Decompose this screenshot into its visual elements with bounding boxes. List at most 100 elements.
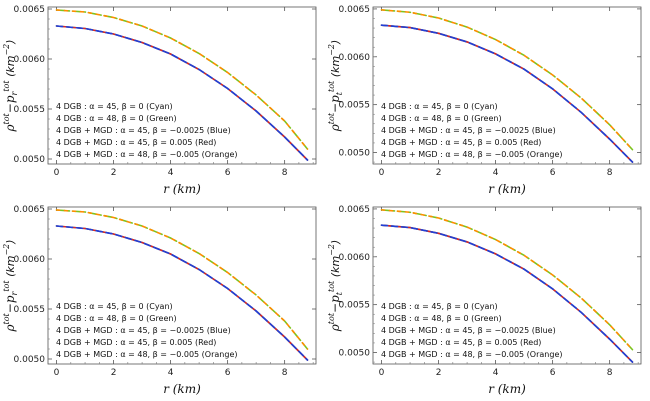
legend-entry: 4 DGB + MGD : α = 48, β = −0.005 (Orange… (56, 150, 237, 159)
y-title-part-minus: − (328, 303, 342, 313)
x-axis-title: r (km) (163, 382, 201, 396)
series-line-blue (380, 24, 634, 163)
y-title-part-p: p (328, 95, 342, 103)
y-title-part-unit-exp: −2 (327, 244, 336, 256)
series-line-orange (380, 9, 634, 151)
legend-entry: 4 DGB + MGD : α = 45, β = 0.005 (Red) (56, 138, 216, 147)
y-title-part-unit-close: ) (4, 39, 17, 44)
legend-entry: 4 DGB + MGD : α = 48, β = −0.005 (Orange… (381, 150, 562, 159)
legend-entry: 4 DGB + MGD : α = 45, β = 0.005 (Red) (381, 138, 541, 147)
y-title-part-base-sup: tot (327, 112, 336, 124)
x-tick-label: 6 (550, 168, 556, 178)
series-line-blue (380, 224, 634, 363)
legend-entry: 4 DGB : α = 45, β = 0 (Cyan) (381, 302, 498, 311)
x-axis-title: r (km) (488, 182, 526, 196)
plot-frame (47, 6, 317, 165)
x-tick-label: 8 (607, 168, 613, 178)
y-title-part-p-sup: tot (2, 280, 11, 292)
x-tick-label: 8 (607, 368, 613, 378)
y-title-part-unit-close: ) (4, 239, 17, 244)
x-tick-label: 2 (111, 168, 117, 178)
y-title-part-p-sub: t (335, 291, 344, 295)
x-tick-label: 0 (54, 168, 60, 178)
legend-entry: 4 DGB : α = 48, β = 0 (Green) (381, 314, 502, 323)
y-title-part-base: ρ (3, 324, 17, 332)
y-title-part-unit-close: ) (329, 240, 342, 245)
legend-entry: 4 DGB + MGD : α = 48, β = −0.005 (Orange… (381, 350, 562, 359)
y-tick-label: 0.0055 (339, 101, 371, 111)
y-title-part-unit-exp: −2 (2, 244, 11, 256)
x-tick-label: 4 (168, 368, 174, 378)
y-tick-label: 0.0055 (14, 305, 46, 315)
y-title-part-base: ρ (328, 324, 342, 332)
series-line-blue (55, 25, 309, 161)
y-title-part-unit-close: ) (329, 40, 342, 45)
legend-entry: 4 DGB : α = 45, β = 0 (Cyan) (56, 102, 173, 111)
y-tick-label: 0.0065 (339, 205, 371, 215)
y-tick-label: 0.0055 (14, 105, 46, 115)
legend-entry: 4 DGB : α = 48, β = 0 (Green) (56, 314, 177, 323)
y-axis-title: ρtot−pttot (km−2) (327, 240, 344, 333)
y-title-part-unit-exp: −2 (327, 44, 336, 56)
legend-entry: 4 DGB + MGD : α = 45, β = −0.0025 (Blue) (56, 326, 231, 335)
legend-entry: 4 DGB + MGD : α = 45, β = 0.005 (Red) (56, 338, 216, 347)
y-tick-label: 0.0065 (14, 5, 46, 15)
series-line-blue (55, 225, 309, 361)
legend-entry: 4 DGB + MGD : α = 45, β = −0.0025 (Blue) (381, 126, 556, 135)
y-title-part-p: p (3, 95, 17, 103)
plot-frame (47, 206, 317, 365)
chart-panel-top-right: 0 2 4 6 8 0.0050 0.0055 0.0060 0.0065 4 DGB : α =… (327, 5, 642, 196)
x-tick-label: 0 (54, 368, 60, 378)
x-tick-label: 2 (111, 368, 117, 378)
y-title-part-minus: − (3, 303, 17, 313)
x-axis-title: r (km) (163, 182, 201, 196)
x-tick-label: 0 (379, 368, 385, 378)
y-title-part-minus: − (3, 103, 17, 113)
x-tick-label: 6 (225, 168, 231, 178)
y-title-part-minus: − (328, 103, 342, 113)
y-title-part-unit: (km (4, 56, 17, 81)
x-tick-label: 6 (225, 368, 231, 378)
legend-entry: 4 DGB : α = 45, β = 0 (Cyan) (56, 302, 173, 311)
y-title-part-base: ρ (328, 124, 342, 132)
y-tick-label: 0.0050 (14, 355, 46, 365)
y-axis-title: ρtot−prtot (km−2) (2, 39, 19, 132)
y-title-part-base: ρ (3, 124, 17, 132)
y-tick-label: 0.0060 (14, 55, 46, 65)
x-tick-label: 8 (282, 368, 288, 378)
y-title-part-unit-exp: −2 (2, 44, 11, 56)
legend-entry: 4 DGB + MGD : α = 48, β = −0.005 (Orange… (56, 350, 237, 359)
chart-panel-bottom-left: 0 2 4 6 8 0.0050 0.0055 0.0060 0.0065 4 DGB : α =… (2, 205, 317, 396)
y-tick-label: 0.0060 (14, 255, 46, 265)
legend-entry: 4 DGB + MGD : α = 45, β = 0.005 (Red) (381, 338, 541, 347)
y-title-part-base-sup: tot (2, 112, 11, 124)
y-title-part-p-sub: r (10, 290, 19, 295)
y-title-part-unit: (km (329, 56, 342, 81)
y-title-part-p: p (328, 295, 342, 303)
series-line-orange (380, 209, 634, 351)
x-tick-label: 2 (436, 168, 442, 178)
legend-entry: 4 DGB + MGD : α = 45, β = −0.0025 (Blue) (56, 126, 231, 135)
x-tick-label: 2 (436, 368, 442, 378)
series-line-orange (55, 209, 309, 350)
y-axis-title: ρtot−prtot (km−2) (2, 239, 19, 332)
y-title-part-p-sup: tot (2, 80, 11, 92)
legend-entry: 4 DGB : α = 45, β = 0 (Cyan) (381, 102, 498, 111)
y-tick-label: 0.0060 (339, 253, 371, 263)
y-title-part-base-sup: tot (2, 312, 11, 324)
y-title-part-p: p (3, 295, 17, 303)
x-tick-label: 4 (493, 368, 499, 378)
y-tick-label: 0.0065 (339, 5, 371, 15)
chart-panel-top-left: 0 2 4 6 8 0.0050 0.0055 0.0060 0.0065 4 DGB : α =… (2, 5, 317, 196)
chart-panel-bottom-right: 0 2 4 6 8 0.0050 0.0055 0.0060 0.0065 4 DGB : α =… (327, 205, 642, 396)
legend-entry: 4 DGB : α = 48, β = 0 (Green) (56, 114, 177, 123)
x-tick-label: 4 (168, 168, 174, 178)
x-tick-label: 8 (282, 168, 288, 178)
y-tick-label: 0.0060 (339, 53, 371, 63)
y-tick-label: 0.0055 (339, 301, 371, 311)
x-axis-title: r (km) (488, 382, 526, 396)
y-title-part-unit: (km (4, 256, 17, 281)
y-title-part-base-sup: tot (327, 312, 336, 324)
legend-entry: 4 DGB + MGD : α = 45, β = −0.0025 (Blue) (381, 326, 556, 335)
y-tick-label: 0.0065 (14, 205, 46, 215)
